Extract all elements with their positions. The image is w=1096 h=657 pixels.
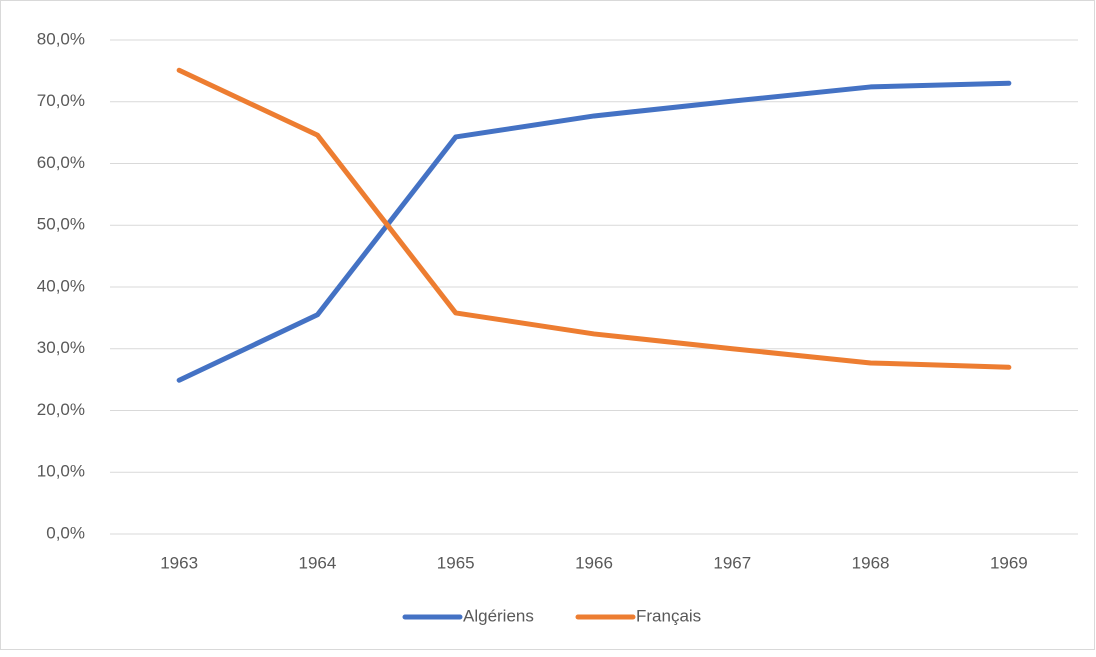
x-tick-label: 1965	[437, 553, 475, 572]
x-tick-label: 1963	[160, 553, 198, 572]
y-tick-label: 70,0%	[37, 91, 85, 110]
series-line	[176, 80, 1012, 383]
y-tick-label: 50,0%	[37, 215, 85, 234]
x-tick-label: 1968	[852, 553, 890, 572]
y-tick-label: 30,0%	[37, 338, 85, 357]
series-line	[176, 67, 1012, 370]
y-tick-label: 20,0%	[37, 400, 85, 419]
legend-label: Algériens	[463, 606, 534, 625]
x-tick-label: 1966	[575, 553, 613, 572]
x-tick-label: 1967	[713, 553, 751, 572]
y-tick-label: 0,0%	[46, 523, 85, 542]
y-tick-label: 40,0%	[37, 276, 85, 295]
y-tick-label: 80,0%	[37, 29, 85, 48]
x-tick-label: 1969	[990, 553, 1028, 572]
x-tick-label: 1964	[299, 553, 337, 572]
y-tick-label: 10,0%	[37, 462, 85, 481]
y-tick-label: 60,0%	[37, 153, 85, 172]
legend-label: Français	[636, 606, 701, 625]
